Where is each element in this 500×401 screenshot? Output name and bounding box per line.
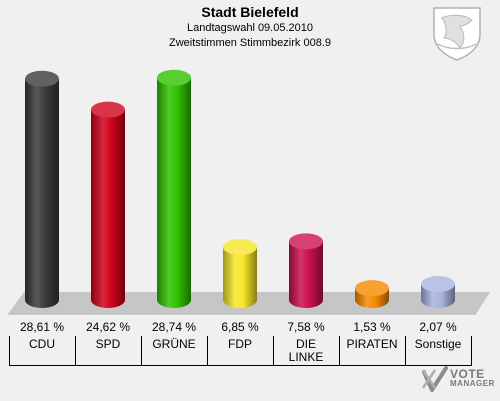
bar-die-linke xyxy=(289,233,323,308)
value-label: 28,61 % xyxy=(19,320,65,334)
category-label: SPD xyxy=(95,337,121,351)
logo-line-manager: MANAGER xyxy=(450,379,495,388)
category-label: GRÜNE xyxy=(152,337,196,351)
bar-top xyxy=(355,280,389,297)
category-bracket xyxy=(141,336,208,366)
value-label: 6,85 % xyxy=(221,320,259,334)
bar-body xyxy=(157,77,191,308)
chart-header: Stadt Bielefeld Landtagswahl 09.05.2010 … xyxy=(0,4,500,51)
coat-of-arms-icon xyxy=(433,7,481,61)
bar-top xyxy=(91,101,125,118)
vote-manager-logo: VOTE MANAGER xyxy=(420,366,496,396)
value-label: 28,74 % xyxy=(151,320,197,334)
bar-piraten xyxy=(355,280,389,308)
value-label-row: 28,61 % 24,62 % 28,74 % 6,85 % 7,58 % 1,53 % 2… xyxy=(0,320,500,336)
value-label: 2,07 % xyxy=(419,320,457,334)
vote-check-icon xyxy=(421,366,448,392)
bar-top xyxy=(157,69,191,86)
bar-cdu xyxy=(25,70,59,309)
category-label: DIE LINKE xyxy=(288,337,324,364)
category-bracket xyxy=(9,336,76,366)
category-label: PIRATEN xyxy=(346,337,398,351)
category-bracket xyxy=(207,336,274,366)
chart-title: Stadt Bielefeld xyxy=(201,4,299,20)
chart-subtitle-district: Zweitstimmen Stimmbezirk 008.9 xyxy=(169,37,331,49)
value-label: 7,58 % xyxy=(287,320,325,334)
bar-body xyxy=(223,247,257,308)
value-label: 24,62 % xyxy=(85,320,131,334)
category-bracket xyxy=(405,336,472,366)
bar-fdp xyxy=(223,239,257,308)
bar-spd xyxy=(91,101,125,308)
category-bracket xyxy=(273,336,340,366)
bar-body xyxy=(91,109,125,308)
bar-top xyxy=(421,275,455,292)
category-label: CDU xyxy=(29,337,55,351)
bar-top xyxy=(223,239,257,256)
bar-top xyxy=(25,70,59,87)
bar-body xyxy=(25,78,59,309)
bar-sonstige xyxy=(421,275,455,308)
category-label-row: CDU SPD GRÜNE FDP DIE LINKE PIRATEN Sonstige xyxy=(0,336,500,376)
category-label: FDP xyxy=(228,337,252,351)
value-label: 1,53 % xyxy=(353,320,391,334)
category-bracket xyxy=(339,336,406,366)
category-bracket xyxy=(75,336,142,366)
chart-subtitle-election: Landtagswahl 09.05.2010 xyxy=(187,22,313,34)
bar-body xyxy=(289,241,323,308)
bar-grüne xyxy=(157,69,191,308)
bar-top xyxy=(289,233,323,250)
category-label: Sonstige xyxy=(414,337,462,351)
logo-line-vote: VOTE xyxy=(450,367,485,381)
